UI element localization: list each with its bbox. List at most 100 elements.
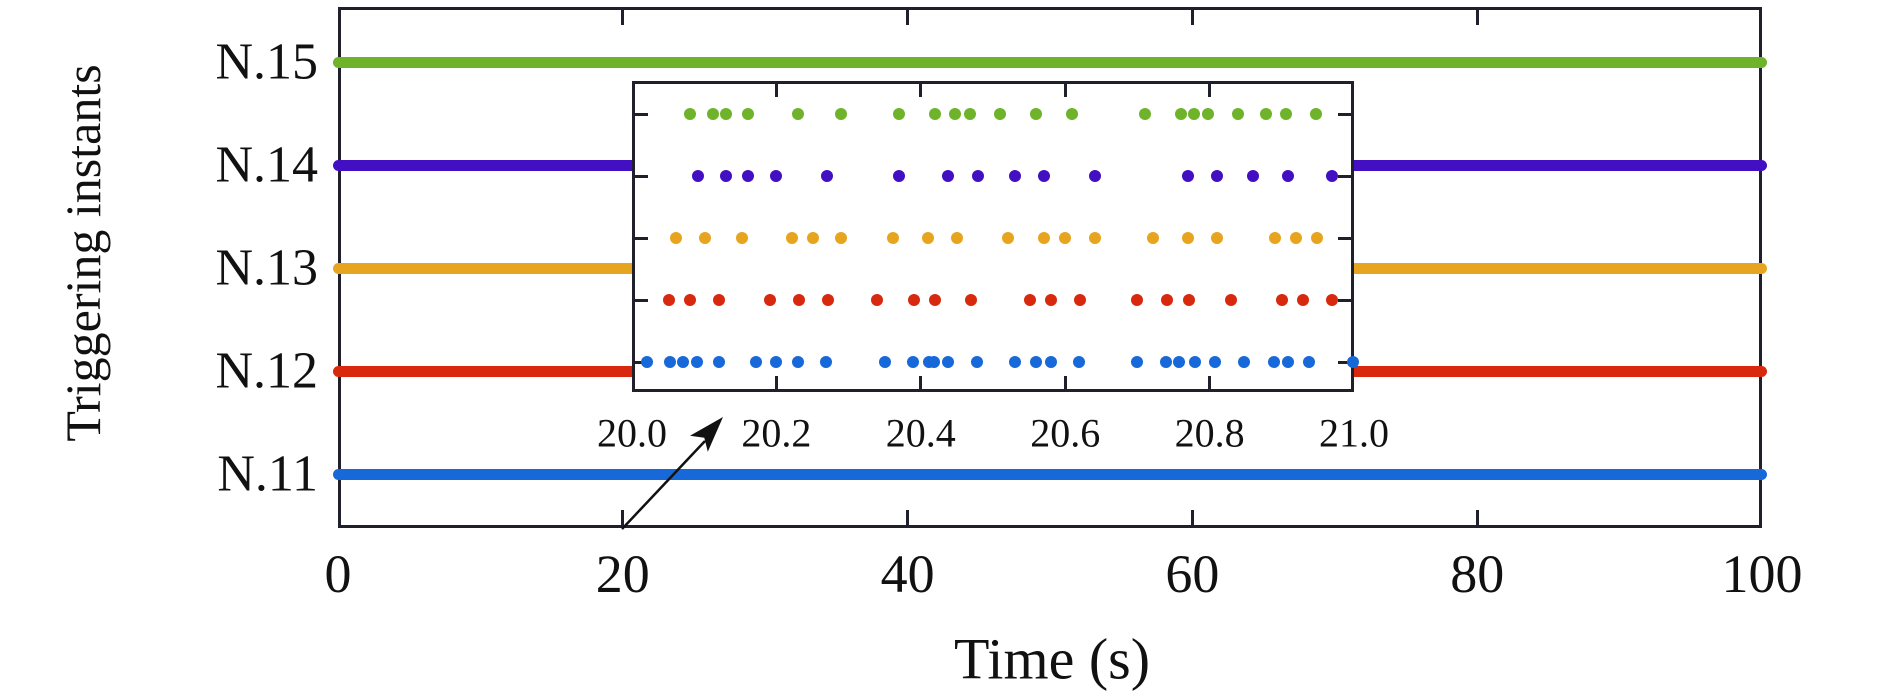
instant-dot-N.15 [1310,108,1323,120]
instant-dot-N.11 [927,356,940,368]
instant-dot-N.11 [792,356,805,368]
inset-x-tick-20.2-bottom [774,376,778,389]
instant-dot-N.11 [663,356,676,368]
instant-dot-N.15 [893,108,906,120]
instant-dot-N.12 [929,294,942,306]
x-tick-40-top [906,10,910,25]
instant-dot-N.14 [1008,170,1021,182]
instant-dot-N.13 [835,232,848,244]
inset-x-tick-20.8-bottom [1208,376,1212,389]
instant-dot-N.12 [1131,294,1144,306]
instant-dot-N.15 [719,108,732,120]
instant-dot-N.11 [1303,356,1316,368]
instant-dot-N.15 [994,108,1007,120]
instant-dot-N.11 [971,356,984,368]
x-tick-label-100: 100 [1721,544,1803,604]
x-tick-label-20: 20 [595,544,650,604]
instant-dot-N.12 [1275,294,1288,306]
instant-dot-N.12 [1023,294,1036,306]
instant-dot-N.14 [691,170,704,182]
x-tick-60-top [1190,10,1194,25]
instant-dot-N.12 [662,294,675,306]
instant-dot-N.15 [683,108,696,120]
instant-dot-N.13 [807,232,820,244]
instant-dot-N.13 [950,232,963,244]
inset-zoom-panel [632,81,1359,392]
instant-dot-N.13 [1311,232,1324,244]
instant-dot-N.11 [677,356,690,368]
instant-dot-N.15 [929,108,942,120]
instant-dot-N.14 [719,170,732,182]
instant-dot-N.12 [908,294,921,306]
instant-dot-N.13 [1268,232,1281,244]
instant-dot-N.12 [1225,294,1238,306]
instant-dot-N.11 [879,356,892,368]
instant-dot-N.11 [942,356,955,368]
instant-dot-N.11 [1282,356,1295,368]
inset-x-tick-label-20.6: 20.6 [1030,410,1101,456]
inset-x-tick-20.6-bottom [1063,376,1067,389]
inset-x-tick-label-20.4: 20.4 [885,410,956,456]
inset-x-tick-label-21.0: 21.0 [1319,410,1389,456]
instant-dot-N.14 [1246,170,1259,182]
instant-dot-N.14 [820,170,833,182]
instant-dot-N.15 [1259,108,1272,120]
x-tick-label-80: 80 [1450,544,1505,604]
instant-dot-N.12 [1297,294,1310,306]
instant-dot-N.13 [1290,232,1303,244]
instant-dot-N.14 [1181,170,1194,182]
instant-dot-N.11 [1346,356,1359,368]
instant-dot-N.11 [1131,356,1144,368]
instant-dot-N.11 [641,356,654,368]
inset-y-tick-right-N.14 [1338,174,1351,178]
instant-dot-N.15 [792,108,805,120]
instant-dot-N.13 [1037,232,1050,244]
instant-dot-N.13 [1002,232,1015,244]
inset-x-tick-label-20.0: 20.0 [597,410,667,456]
instant-dot-N.11 [1030,356,1043,368]
instant-dot-N.14 [971,170,984,182]
inset-x-tick-20.8-top [1208,84,1212,97]
inset-x-tick-20.4-bottom [919,376,923,389]
inset-x-tick-20.2-top [774,84,778,97]
instant-dot-N.12 [821,294,834,306]
inset-y-tick-left-N.13 [635,236,648,240]
inset-x-tick-label-20.2: 20.2 [741,410,812,456]
inset-y-tick-left-N.12 [635,298,648,302]
y-tick-label-N.12: N.12 [215,342,318,400]
instant-dot-N.13 [887,232,900,244]
instant-dot-N.13 [922,232,935,244]
instant-dot-N.15 [1231,108,1244,120]
instant-dot-N.11 [713,356,726,368]
instant-dot-N.11 [1072,356,1085,368]
instant-dot-N.12 [965,294,978,306]
inset-y-tick-right-N.11 [1338,360,1351,364]
instant-dot-N.12 [1182,294,1195,306]
instant-dot-N.11 [690,356,703,368]
x-tick-80-bottom [1475,510,1479,525]
y-tick-label-N.11: N.11 [217,445,318,503]
instant-dot-N.15 [1065,108,1078,120]
instant-dot-N.12 [792,294,805,306]
x-tick-label-40: 40 [880,544,935,604]
x-tick-label-60: 60 [1165,544,1220,604]
instant-dot-N.11 [1267,356,1280,368]
instant-dot-N.11 [1044,356,1057,368]
instant-dot-N.15 [1139,108,1152,120]
y-axis-title: Triggering instants [55,64,111,442]
instant-dot-N.12 [871,294,884,306]
instant-dot-N.13 [1088,232,1101,244]
instant-dot-N.11 [1172,356,1185,368]
instant-dot-N.15 [835,108,848,120]
instant-dot-N.13 [1181,232,1194,244]
instant-dot-N.14 [1088,170,1101,182]
instant-dot-N.13 [1059,232,1072,244]
y-tick-label-N.14: N.14 [215,136,318,194]
x-tick-80-top [1475,10,1479,25]
inset-y-tick-right-N.15 [1338,112,1351,116]
instant-dot-N.14 [741,170,754,182]
instant-dot-N.15 [1175,108,1188,120]
instant-dot-N.13 [735,232,748,244]
inset-x-tick-20.6-top [1063,84,1067,97]
